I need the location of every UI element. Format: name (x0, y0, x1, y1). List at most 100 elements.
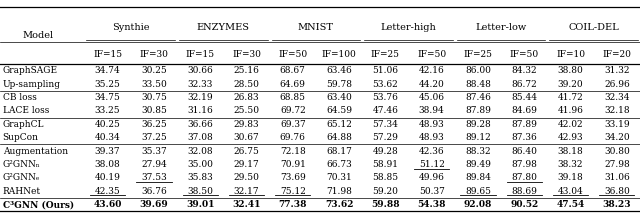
Text: 86.72: 86.72 (511, 80, 537, 89)
Text: 48.93: 48.93 (419, 120, 445, 129)
Text: 32.33: 32.33 (188, 80, 213, 89)
Text: Letter-high: Letter-high (381, 22, 436, 32)
Text: 70.31: 70.31 (326, 174, 352, 182)
Text: 34.74: 34.74 (95, 66, 120, 75)
Text: 90.52: 90.52 (510, 200, 538, 209)
Text: 85.44: 85.44 (511, 93, 537, 102)
Text: 31.06: 31.06 (604, 174, 630, 182)
Text: 42.02: 42.02 (557, 120, 584, 129)
Text: 39.18: 39.18 (557, 174, 584, 182)
Text: 38.50: 38.50 (188, 187, 213, 196)
Text: 40.25: 40.25 (95, 120, 120, 129)
Text: 88.32: 88.32 (465, 146, 491, 156)
Text: 42.35: 42.35 (95, 187, 120, 196)
Text: 39.20: 39.20 (557, 80, 584, 89)
Text: 35.25: 35.25 (95, 80, 120, 89)
Text: 69.37: 69.37 (280, 120, 306, 129)
Text: 37.53: 37.53 (141, 174, 167, 182)
Text: 64.69: 64.69 (280, 80, 306, 89)
Text: 27.98: 27.98 (604, 160, 630, 169)
Text: 51.06: 51.06 (372, 66, 398, 75)
Text: 35.37: 35.37 (141, 146, 167, 156)
Text: SupCon: SupCon (3, 133, 38, 142)
Text: IF=30: IF=30 (140, 50, 168, 59)
Text: 30.67: 30.67 (234, 133, 259, 142)
Text: 49.96: 49.96 (419, 174, 445, 182)
Text: 57.34: 57.34 (372, 120, 398, 129)
Text: 87.89: 87.89 (465, 106, 491, 115)
Text: 35.83: 35.83 (188, 174, 213, 182)
Text: 30.75: 30.75 (141, 93, 167, 102)
Text: GraphSAGE: GraphSAGE (3, 66, 58, 75)
Text: 89.49: 89.49 (465, 160, 491, 169)
Text: 30.66: 30.66 (188, 66, 213, 75)
Text: 31.32: 31.32 (604, 66, 630, 75)
Text: 38.32: 38.32 (558, 160, 583, 169)
Text: 75.12: 75.12 (280, 187, 306, 196)
Text: 33.50: 33.50 (141, 80, 167, 89)
Text: 71.98: 71.98 (326, 187, 352, 196)
Text: 84.32: 84.32 (511, 66, 537, 75)
Text: 32.17: 32.17 (234, 187, 259, 196)
Text: 92.08: 92.08 (464, 200, 492, 209)
Text: 29.50: 29.50 (234, 174, 259, 182)
Text: 72.18: 72.18 (280, 146, 306, 156)
Text: 39.69: 39.69 (140, 200, 168, 209)
Text: 87.46: 87.46 (465, 93, 491, 102)
Text: IF=50: IF=50 (509, 50, 539, 59)
Text: 68.67: 68.67 (280, 66, 306, 75)
Text: 89.84: 89.84 (465, 174, 491, 182)
Text: 26.75: 26.75 (234, 146, 259, 156)
Text: 41.96: 41.96 (557, 106, 584, 115)
Text: 33.25: 33.25 (95, 106, 120, 115)
Text: 89.12: 89.12 (465, 133, 491, 142)
Text: 47.54: 47.54 (556, 200, 585, 209)
Text: 64.59: 64.59 (326, 106, 352, 115)
Text: 29.17: 29.17 (234, 160, 259, 169)
Text: 86.40: 86.40 (511, 146, 537, 156)
Text: 49.28: 49.28 (372, 146, 398, 156)
Text: LACE loss: LACE loss (3, 106, 49, 115)
Text: 64.88: 64.88 (326, 133, 352, 142)
Text: Model: Model (22, 31, 54, 40)
Text: 41.72: 41.72 (557, 93, 584, 102)
Text: 69.72: 69.72 (280, 106, 306, 115)
Text: 42.36: 42.36 (419, 146, 445, 156)
Text: IF=25: IF=25 (463, 50, 492, 59)
Text: 88.48: 88.48 (465, 80, 491, 89)
Text: 32.19: 32.19 (188, 93, 213, 102)
Text: 40.19: 40.19 (95, 174, 120, 182)
Text: 89.28: 89.28 (465, 120, 491, 129)
Text: 30.80: 30.80 (604, 146, 630, 156)
Text: IF=10: IF=10 (556, 50, 585, 59)
Text: 45.06: 45.06 (419, 93, 445, 102)
Text: 53.76: 53.76 (372, 93, 398, 102)
Text: MNIST: MNIST (298, 22, 334, 32)
Text: 36.66: 36.66 (188, 120, 213, 129)
Text: 38.08: 38.08 (95, 160, 120, 169)
Text: 58.85: 58.85 (372, 174, 399, 182)
Text: Letter-low: Letter-low (476, 22, 527, 32)
Text: 38.18: 38.18 (557, 146, 584, 156)
Text: 58.91: 58.91 (372, 160, 398, 169)
Text: IF=50: IF=50 (278, 50, 307, 59)
Text: IF=20: IF=20 (602, 50, 631, 59)
Text: 38.94: 38.94 (419, 106, 445, 115)
Text: 25.16: 25.16 (234, 66, 259, 75)
Text: 63.40: 63.40 (326, 93, 352, 102)
Text: GraphCL: GraphCL (3, 120, 44, 129)
Text: 87.80: 87.80 (511, 174, 537, 182)
Text: 35.00: 35.00 (188, 160, 213, 169)
Text: 34.20: 34.20 (604, 133, 630, 142)
Text: RAHNet: RAHNet (3, 187, 41, 196)
Text: IF=15: IF=15 (186, 50, 215, 59)
Text: 84.69: 84.69 (511, 106, 537, 115)
Text: 37.25: 37.25 (141, 133, 167, 142)
Text: 39.37: 39.37 (95, 146, 120, 156)
Text: 29.83: 29.83 (234, 120, 259, 129)
Text: 36.76: 36.76 (141, 187, 167, 196)
Text: 31.16: 31.16 (188, 106, 213, 115)
Text: 65.12: 65.12 (326, 120, 352, 129)
Text: 73.62: 73.62 (325, 200, 353, 209)
Text: 32.18: 32.18 (604, 106, 630, 115)
